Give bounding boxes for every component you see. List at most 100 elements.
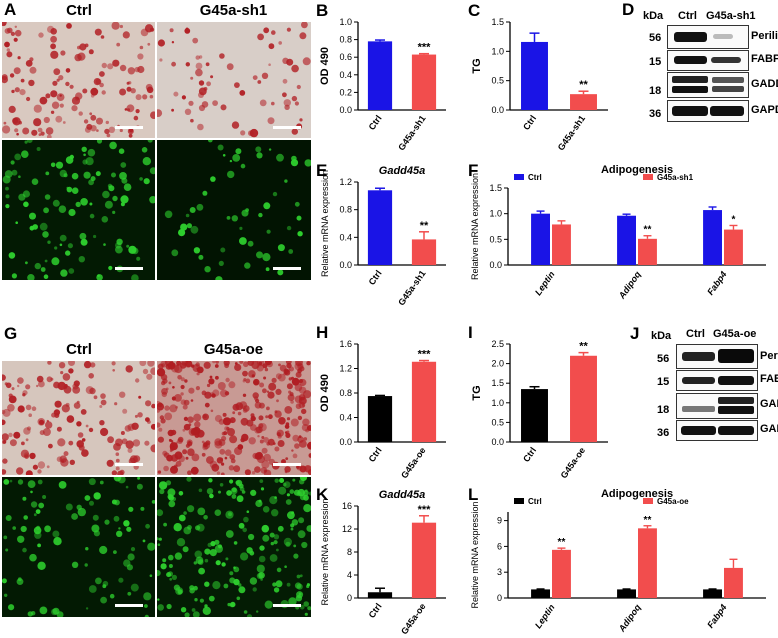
droplet [147, 361, 155, 367]
droplet [276, 429, 284, 437]
panel-label-j: J [630, 324, 640, 343]
droplet [25, 60, 33, 67]
droplet [203, 442, 208, 448]
droplet [18, 120, 23, 125]
droplet [25, 470, 33, 475]
droplet [14, 128, 19, 133]
droplet [167, 429, 174, 437]
legend-label: Ctrl [528, 173, 542, 182]
droplet [201, 440, 205, 444]
droplet [99, 545, 108, 555]
droplet [180, 223, 188, 231]
droplet [298, 517, 305, 524]
droplet [100, 399, 107, 406]
droplet [261, 460, 270, 469]
droplet [42, 231, 49, 238]
significance-label: *** [418, 349, 432, 361]
droplet [195, 68, 203, 77]
droplet [217, 382, 226, 390]
droplet [253, 378, 260, 386]
droplet [130, 583, 139, 592]
droplet [133, 455, 141, 463]
droplet [111, 172, 116, 178]
droplet [21, 150, 29, 158]
y-tick-label: 0.5 [489, 234, 502, 244]
y-tick-label: 0.0 [491, 105, 504, 115]
droplet [182, 546, 189, 553]
droplet [273, 534, 280, 540]
droplet [203, 361, 211, 369]
droplet [120, 162, 127, 168]
droplet [161, 380, 166, 386]
droplet [286, 27, 291, 32]
droplet [185, 62, 190, 67]
droplet [239, 90, 246, 96]
y-tick-label: 0.4 [339, 70, 352, 80]
droplet [9, 439, 17, 447]
droplet [237, 444, 244, 450]
chart-c: C 0.0 0.5 1.0 1.5 TG Ctrl ** G45a-sh1 [468, 1, 608, 150]
droplet [263, 27, 270, 34]
droplet [74, 53, 82, 62]
droplet [60, 269, 68, 277]
oil-red-stain-ctrl [2, 361, 155, 475]
y-tick-label: 1.0 [339, 17, 352, 27]
droplet [229, 454, 236, 460]
droplet [157, 604, 164, 611]
panel-label: E [316, 161, 327, 180]
y-tick-label: 0 [347, 593, 352, 603]
chart-title: Gadd45a [379, 165, 425, 177]
droplet [198, 104, 206, 112]
droplet [111, 361, 116, 366]
droplet [291, 376, 294, 380]
droplet [168, 494, 175, 501]
droplet [255, 146, 262, 153]
droplet [166, 454, 173, 462]
droplet [15, 221, 18, 224]
droplet [306, 361, 311, 366]
droplet [296, 574, 301, 579]
droplet [13, 431, 21, 439]
droplet [176, 538, 186, 547]
droplet [229, 435, 238, 444]
droplet [166, 603, 172, 610]
droplet [211, 463, 220, 472]
droplet [218, 490, 221, 494]
panel-label: L [468, 485, 478, 504]
droplet [182, 428, 186, 432]
x-tick-label: G45a-sh1 [396, 268, 427, 305]
droplet [212, 361, 216, 364]
droplet [2, 374, 6, 381]
droplet [294, 362, 303, 371]
droplet [193, 413, 202, 422]
droplet [262, 388, 267, 394]
droplet [232, 403, 240, 411]
droplet [2, 469, 7, 475]
droplet [266, 229, 271, 234]
droplet [54, 409, 57, 413]
droplet [262, 363, 268, 369]
droplet [123, 183, 132, 191]
droplet [4, 382, 8, 386]
droplet [2, 408, 11, 417]
droplet [104, 200, 113, 209]
droplet [168, 438, 172, 442]
droplet [258, 423, 264, 429]
droplet [292, 478, 296, 482]
droplet [127, 591, 132, 596]
x-tick-label: Ctrl [367, 445, 384, 463]
y-tick-label: 0.5 [491, 76, 504, 86]
droplet [54, 413, 60, 418]
droplet [144, 440, 150, 446]
lane-label-treat: G45a-sh1 [706, 10, 756, 22]
bar [552, 224, 571, 265]
droplet [17, 405, 25, 413]
droplet [128, 133, 133, 138]
droplet [126, 81, 130, 85]
droplet [190, 118, 194, 123]
legend-swatch [514, 498, 524, 504]
droplet [29, 452, 36, 460]
x-tick-label: Ctrl [367, 601, 384, 619]
y-tick-label: 12 [342, 524, 352, 534]
droplet [47, 240, 51, 244]
